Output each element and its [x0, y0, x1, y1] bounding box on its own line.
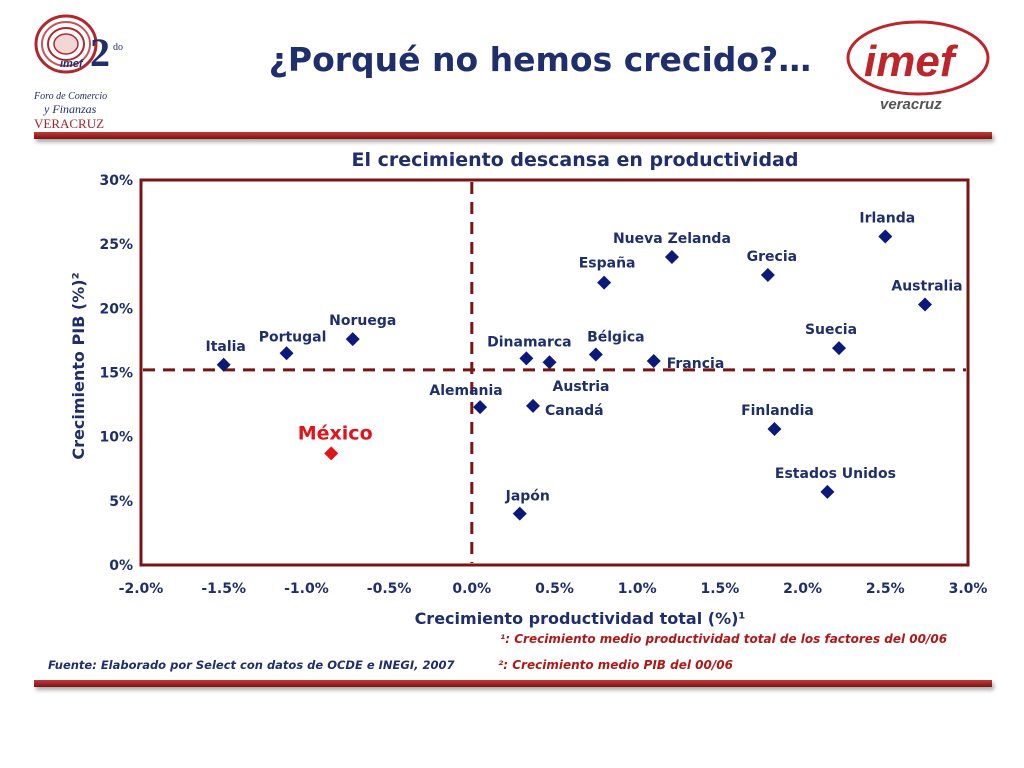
x-tick-label: -1.0% [284, 581, 329, 597]
data-label-japon: Japón [505, 489, 550, 505]
y-tick-label: 30% [99, 173, 133, 189]
y-tick-label: 0% [109, 558, 133, 574]
forum-logo-emblem [34, 14, 98, 74]
data-label-estados-unidos: Estados Unidos [775, 466, 896, 482]
data-point-belgica [588, 347, 603, 362]
data-label-finlandia: Finlandia [741, 403, 814, 419]
y-tick-label: 15% [99, 366, 133, 382]
data-label-francia: Francia [667, 356, 725, 372]
data-point-grecia [760, 267, 775, 282]
x-tick-label: -1.5% [201, 581, 246, 597]
data-point-japon [512, 506, 527, 521]
data-label-nueva-zelanda: Nueva Zelanda [613, 231, 731, 247]
data-label-canada: Canadá [545, 403, 604, 419]
data-point-austria [542, 355, 557, 370]
data-point-nueva-zelanda [664, 250, 679, 264]
imef-logo-ring [846, 20, 990, 96]
x-tick-label: 3.0% [949, 581, 988, 597]
forum-logo-number: 2 [90, 30, 110, 75]
footnote-gdp: ²: Crecimiento medio PIB del 00/06 [498, 658, 733, 672]
footer-divider [34, 680, 992, 687]
y-tick-label: 5% [109, 494, 133, 510]
chart-title: El crecimiento descansa en productividad [352, 149, 799, 171]
x-tick-label: 0.0% [452, 581, 491, 597]
data-point-espana [597, 275, 612, 290]
data-point-portugal [279, 346, 294, 361]
y-tick-label: 25% [99, 237, 133, 253]
x-tick-label: 2.0% [783, 581, 822, 597]
data-label-dinamarca: Dinamarca [487, 334, 572, 350]
forum-logo: imef 2 do Foro de Comercio y Finanzas VE… [33, 14, 123, 131]
imef-logo: imef veracruz [846, 20, 990, 113]
data-point-italia [216, 357, 231, 372]
imef-logo-brand: imef [864, 37, 959, 86]
y-tick-label: 10% [99, 430, 133, 446]
data-point-irlanda [878, 229, 893, 244]
footnote-productivity: ¹: Crecimiento medio productividad total… [500, 632, 948, 646]
data-label-mexico: México [298, 422, 373, 444]
data-point-finlandia [767, 421, 782, 436]
data-point-canada [525, 398, 540, 413]
data-label-australia: Australia [891, 278, 962, 294]
x-tick-label: 1.0% [618, 581, 657, 597]
data-label-suecia: Suecia [805, 322, 857, 338]
page-title: ¿Porqué no hemos crecido?… [268, 40, 812, 79]
x-tick-label: -0.5% [367, 581, 412, 597]
data-label-belgica: Bélgica [587, 330, 645, 346]
data-label-espana: España [579, 256, 636, 272]
data-point-australia [917, 297, 932, 312]
x-tick-label: 1.5% [700, 581, 739, 597]
plot-frame [139, 178, 970, 567]
forum-logo-badge: imef [60, 58, 84, 70]
y-tick-label: 20% [99, 301, 133, 317]
x-axis-label: Crecimiento productividad total (%)¹ [415, 609, 746, 628]
data-label-italia: Italia [205, 339, 245, 355]
forum-logo-line3: VERACRUZ [34, 116, 104, 131]
data-label-alemania: Alemania [429, 383, 502, 399]
x-tick-label: 0.5% [535, 581, 574, 597]
data-point-francia [646, 353, 661, 368]
forum-logo-line1: Foro de Comercio [33, 91, 107, 102]
header-divider [34, 132, 992, 139]
x-tick-label: 2.5% [866, 581, 905, 597]
x-tick-label: -2.0% [119, 581, 164, 597]
forum-logo-suffix: do [113, 42, 123, 53]
data-point-mexico [324, 446, 339, 461]
data-label-grecia: Grecia [747, 249, 797, 265]
y-axis-label: Crecimiento PIB (%)² [69, 272, 88, 459]
imef-logo-city: veracruz [880, 96, 942, 113]
data-point-suecia [831, 341, 846, 356]
data-point-alemania [473, 400, 488, 415]
data-point-noruega [345, 332, 360, 347]
data-label-noruega: Noruega [329, 313, 396, 329]
data-label-irlanda: Irlanda [859, 210, 915, 226]
forum-logo-line2: y Finanzas [43, 102, 97, 116]
data-label-austria: Austria [553, 379, 610, 395]
data-point-dinamarca [519, 351, 534, 366]
source-note: Fuente: Elaborado por Select con datos d… [48, 658, 455, 672]
data-point-estados-unidos [820, 484, 835, 499]
data-label-portugal: Portugal [259, 329, 327, 345]
